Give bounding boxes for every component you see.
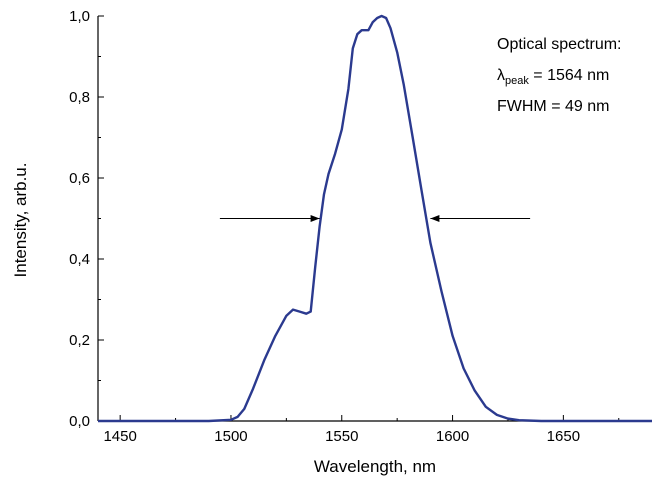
- spectrum-line: [98, 14, 652, 423]
- series-layer: [98, 14, 652, 423]
- annotation-peak: λpeak = 1564 nm: [497, 67, 609, 87]
- fwhm-arrow: [430, 215, 531, 222]
- fwhm-arrows: [219, 215, 531, 222]
- y-axis-title: Intensity, arb.u.: [11, 163, 30, 278]
- y-axis: 0,0 0,2 0,4 0,6 0,8 1,0: [69, 8, 104, 430]
- lambda-symbol: λ: [497, 67, 505, 84]
- x-axis-title: Wavelength, nm: [314, 457, 436, 476]
- lambda-subscript: peak: [505, 75, 529, 87]
- annotation-box: Optical spectrum: λpeak = 1564 nm FWHM =…: [497, 36, 621, 115]
- y-tick-label: 0,4: [69, 251, 90, 268]
- y-tick-label: 0,2: [69, 332, 90, 349]
- y-tick-label: 1,0: [69, 8, 90, 25]
- fwhm-arrow: [219, 215, 320, 222]
- y-tick-label: 0,8: [69, 89, 90, 106]
- annotation-title: Optical spectrum:: [497, 36, 621, 53]
- x-tick-label: 1450: [103, 428, 136, 445]
- x-tick-label: 1600: [436, 428, 469, 445]
- annotation-fwhm: FWHM = 49 nm: [497, 98, 609, 115]
- x-tick-label: 1650: [547, 428, 580, 445]
- lambda-value: = 1564 nm: [529, 67, 610, 84]
- x-tick-label: 1500: [214, 428, 247, 445]
- y-tick-label: 0,6: [69, 170, 90, 187]
- y-tick-label: 0,0: [69, 413, 90, 430]
- x-tick-label: 1550: [325, 428, 358, 445]
- x-axis: 1450 1500 1550 1600 1650: [103, 415, 620, 445]
